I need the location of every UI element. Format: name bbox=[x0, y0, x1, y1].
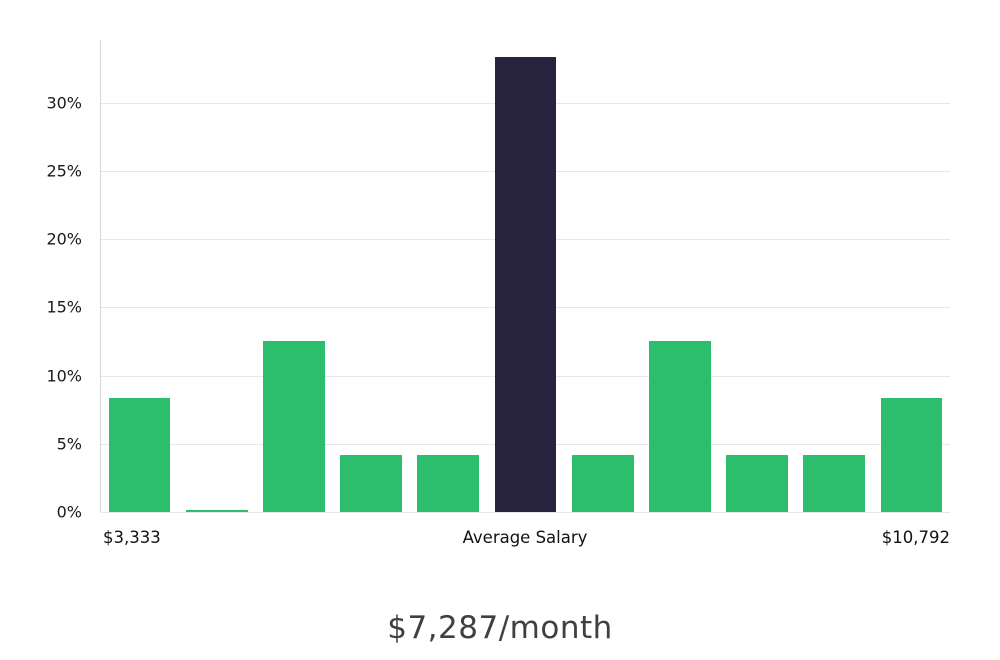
bars bbox=[101, 40, 950, 512]
bar-slot bbox=[719, 40, 796, 512]
bar bbox=[649, 341, 711, 512]
bar-slot bbox=[641, 40, 718, 512]
y-tick-label: 5% bbox=[56, 434, 82, 454]
bar-slot bbox=[178, 40, 255, 512]
bar bbox=[726, 455, 788, 512]
bar-slot bbox=[796, 40, 873, 512]
bar bbox=[185, 509, 248, 512]
bar-slot bbox=[101, 40, 178, 512]
y-axis: 0% 5% 10% 15% 20% 25% 30% bbox=[0, 40, 90, 521]
bar-highlight-average bbox=[494, 57, 557, 512]
bar-slot bbox=[410, 40, 487, 512]
x-axis: $3,333 Average Salary $10,792 bbox=[100, 528, 950, 554]
bar-slot bbox=[873, 40, 950, 512]
plot-area bbox=[100, 40, 950, 513]
bar bbox=[571, 455, 634, 512]
bar-slot bbox=[487, 40, 564, 512]
y-tick-label: 30% bbox=[46, 93, 82, 113]
bar-slot bbox=[255, 40, 332, 512]
y-tick-label: 20% bbox=[46, 229, 82, 249]
bar bbox=[417, 455, 480, 512]
bar bbox=[803, 455, 866, 512]
bar bbox=[108, 398, 171, 512]
bar bbox=[263, 341, 325, 512]
y-tick-label: 25% bbox=[46, 161, 82, 181]
y-tick-label: 15% bbox=[46, 297, 82, 317]
bar bbox=[880, 398, 943, 512]
average-salary-value: $7,287/month bbox=[387, 610, 613, 646]
x-axis-label-min: $3,333 bbox=[103, 528, 161, 547]
bar bbox=[340, 455, 403, 512]
bar-slot bbox=[564, 40, 641, 512]
x-axis-label-max: $10,792 bbox=[881, 528, 950, 547]
bar-slot bbox=[333, 40, 410, 512]
y-tick-label: 0% bbox=[56, 502, 82, 522]
gridline bbox=[101, 512, 950, 513]
x-axis-label-center: Average Salary bbox=[462, 528, 588, 547]
y-tick-label: 10% bbox=[46, 366, 82, 386]
